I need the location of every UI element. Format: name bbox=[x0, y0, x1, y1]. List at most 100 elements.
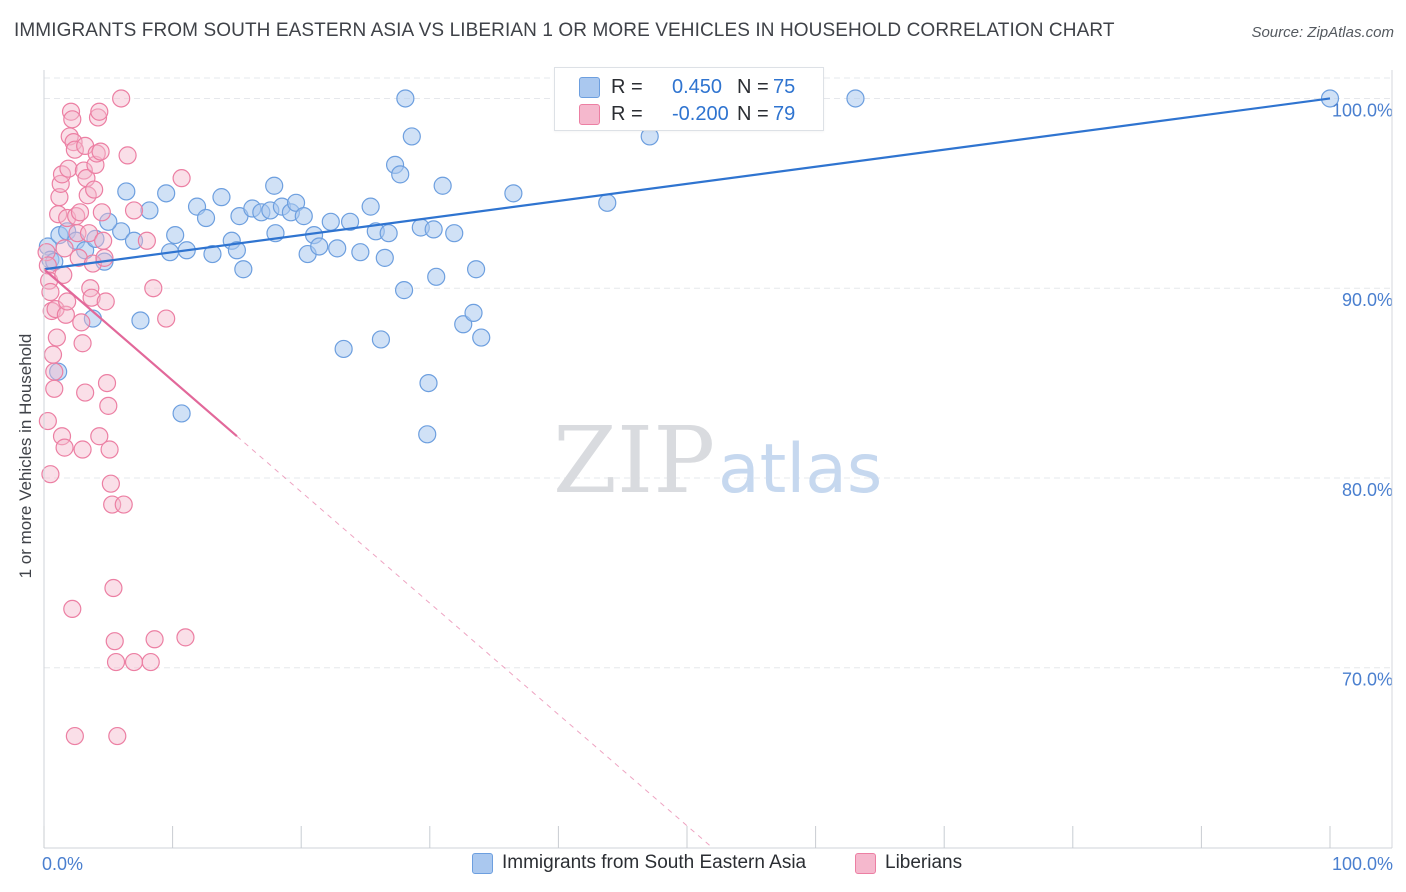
data-point-blue bbox=[234, 260, 253, 279]
data-point-blue bbox=[361, 197, 380, 216]
data-point-pink bbox=[100, 440, 119, 459]
series-pink-points bbox=[37, 89, 195, 746]
series-blue-points bbox=[38, 89, 1340, 444]
data-point-blue bbox=[117, 182, 136, 201]
data-point-blue bbox=[379, 224, 398, 243]
data-point-pink bbox=[101, 474, 120, 493]
data-point-pink bbox=[52, 427, 72, 446]
y-tick-label: 80.0% bbox=[1342, 480, 1393, 500]
data-point-blue bbox=[340, 212, 360, 231]
data-point-pink bbox=[45, 379, 64, 398]
data-point-pink bbox=[81, 279, 100, 298]
data-point-blue bbox=[396, 89, 415, 108]
data-point-pink bbox=[108, 726, 127, 746]
x-tick-label: 0.0% bbox=[42, 854, 83, 874]
data-point-pink bbox=[144, 279, 163, 298]
data-point-pink bbox=[92, 203, 111, 222]
data-point-blue bbox=[166, 225, 185, 245]
bottom-legend-label-pink: Liberians bbox=[885, 852, 963, 873]
data-point-pink bbox=[73, 440, 92, 459]
data-point-blue bbox=[310, 237, 329, 256]
data-point-pink bbox=[38, 411, 57, 431]
data-point-pink bbox=[141, 652, 160, 672]
data-point-pink bbox=[55, 239, 74, 258]
data-point-blue bbox=[140, 201, 159, 220]
data-point-pink bbox=[106, 652, 126, 672]
data-point-blue bbox=[598, 193, 617, 212]
legend-r-value: 0.450 bbox=[672, 76, 723, 98]
data-point-blue bbox=[212, 188, 231, 207]
legend-r-value: -0.200 bbox=[672, 103, 729, 125]
data-point-pink bbox=[76, 383, 95, 402]
legend-r-label: R = bbox=[611, 76, 643, 98]
y-tick-label: 70.0% bbox=[1342, 670, 1393, 690]
data-point-pink bbox=[96, 292, 115, 311]
data-point-blue bbox=[375, 248, 394, 267]
data-point-blue bbox=[328, 239, 347, 258]
data-point-blue bbox=[464, 303, 483, 322]
data-point-pink bbox=[157, 309, 176, 328]
stats-legend: R = 0.450 N = 75 R = -0.200 N = 79 bbox=[554, 67, 824, 131]
data-point-blue bbox=[394, 281, 414, 300]
y-tick-label: 90.0% bbox=[1342, 290, 1393, 310]
data-point-pink bbox=[58, 292, 77, 311]
data-point-pink bbox=[65, 140, 84, 159]
data-point-pink bbox=[55, 438, 74, 457]
watermark: ZIP atlas bbox=[553, 407, 882, 514]
data-point-pink bbox=[41, 465, 60, 484]
data-point-pink bbox=[172, 169, 191, 188]
data-point-blue bbox=[227, 241, 246, 260]
data-point-pink bbox=[176, 628, 195, 647]
trend-line-blue bbox=[43, 97, 1331, 271]
data-point-blue bbox=[99, 212, 118, 231]
watermark-atlas: atlas bbox=[718, 430, 882, 509]
data-point-blue bbox=[334, 339, 353, 359]
data-point-blue bbox=[391, 165, 410, 184]
data-point-pink bbox=[41, 282, 60, 302]
data-point-pink bbox=[85, 180, 104, 199]
chart-title: IMMIGRANTS FROM SOUTH EASTERN ASIA VS LI… bbox=[14, 20, 1115, 41]
data-point-pink bbox=[82, 288, 101, 307]
bottom-legend-swatch-blue bbox=[472, 853, 493, 874]
data-point-blue bbox=[466, 260, 486, 279]
data-point-pink bbox=[99, 396, 118, 415]
x-tick-label: 100.0% bbox=[1332, 854, 1393, 874]
data-point-pink bbox=[61, 102, 81, 121]
data-point-blue bbox=[418, 425, 437, 444]
legend-n-value: 79 bbox=[773, 103, 796, 125]
bottom-legend-label-blue: Immigrants from South Eastern Asia bbox=[502, 852, 807, 873]
data-point-pink bbox=[90, 102, 109, 121]
data-point-blue bbox=[157, 184, 176, 203]
data-point-pink bbox=[59, 159, 78, 178]
legend-swatch-pink bbox=[579, 104, 600, 125]
data-point-pink bbox=[79, 224, 99, 243]
data-point-pink bbox=[118, 146, 137, 165]
axes: 70.0% 80.0% 90.0% 100.0% 0.0% 100.0% bbox=[42, 70, 1393, 874]
data-point-pink bbox=[51, 174, 70, 193]
data-point-blue bbox=[504, 184, 523, 203]
data-point-blue bbox=[49, 362, 68, 381]
data-point-blue bbox=[371, 330, 391, 349]
data-point-blue bbox=[351, 243, 370, 262]
data-point-pink bbox=[43, 345, 63, 364]
data-point-pink bbox=[91, 142, 110, 161]
data-point-pink bbox=[90, 427, 109, 446]
trend-line-pink bbox=[43, 268, 238, 438]
data-point-pink bbox=[63, 110, 82, 129]
data-point-pink bbox=[112, 89, 131, 108]
legend-n-label: N = bbox=[737, 76, 769, 98]
bottom-legend-swatch-pink bbox=[855, 853, 876, 874]
legend-swatch-blue bbox=[579, 77, 600, 98]
data-point-pink bbox=[97, 373, 117, 393]
data-point-pink bbox=[45, 362, 64, 381]
data-point-pink bbox=[64, 133, 83, 152]
data-point-pink bbox=[56, 305, 75, 324]
data-point-pink bbox=[114, 495, 133, 514]
y-tick-label: 100.0% bbox=[1332, 100, 1393, 120]
data-point-pink bbox=[104, 578, 123, 598]
data-point-blue bbox=[203, 244, 222, 264]
data-point-pink bbox=[50, 188, 69, 207]
data-point-pink bbox=[63, 599, 82, 619]
data-point-pink bbox=[88, 108, 108, 127]
